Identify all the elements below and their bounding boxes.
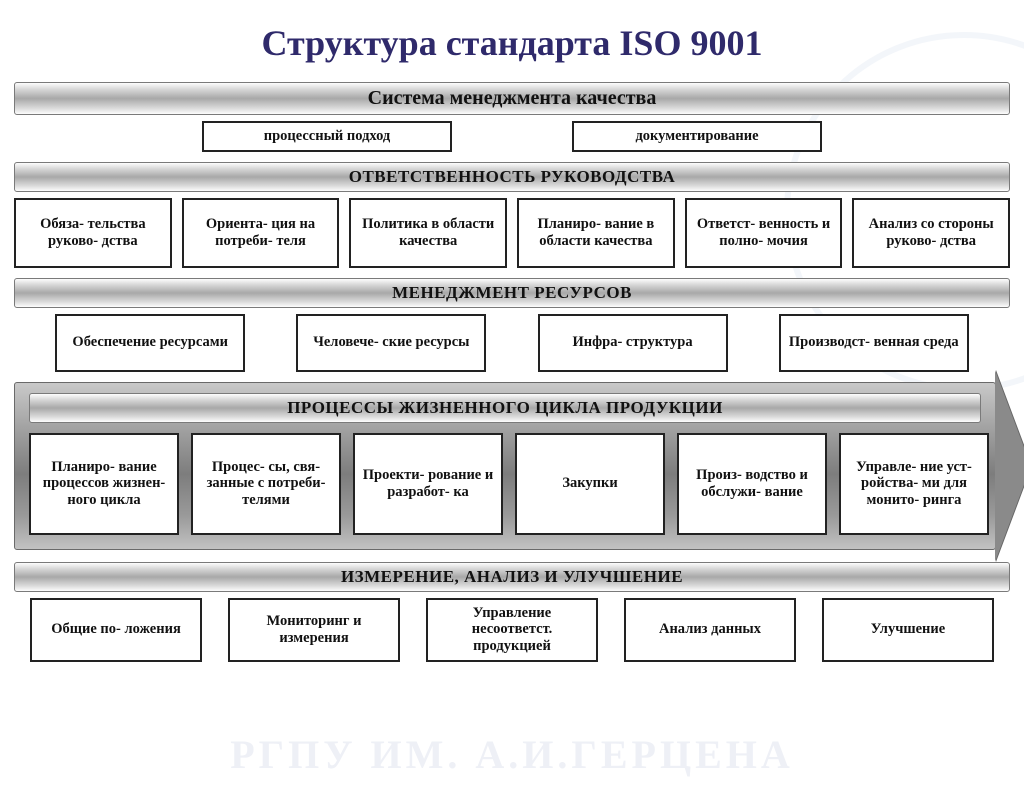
- section4-arrow-block: ПРОЦЕССЫ ЖИЗНЕННОГО ЦИКЛА ПРОДУКЦИИ План…: [14, 382, 996, 550]
- section3-item-2: Инфра- структура: [538, 314, 728, 372]
- section5-item-3: Анализ данных: [624, 598, 796, 662]
- section2-header: ОТВЕТСТВЕННОСТЬ РУКОВОДСТВА: [14, 162, 1010, 192]
- section4-item-5: Управле- ние уст- ройства- ми для монито…: [839, 433, 989, 535]
- section3-item-1: Человече- ские ресурсы: [296, 314, 486, 372]
- section4-item-2: Проекти- рование и разработ- ка: [353, 433, 503, 535]
- diagram-root: Система менеджмента качества процессный …: [0, 82, 1024, 662]
- section5-item-4: Улучшение: [822, 598, 994, 662]
- section5-row: Общие по- ложения Мониторинг и измерения…: [14, 598, 1010, 662]
- section2-item-1: Ориента- ция на потреби- теля: [182, 198, 340, 268]
- section2-item-5: Анализ со стороны руково- дства: [852, 198, 1010, 268]
- section1-row: процессный подход документирование: [14, 121, 1010, 152]
- page-title: Структура стандарта ISO 9001: [0, 22, 1024, 64]
- section4-item-0: Планиро- вание процессов жизнен- ного ци…: [29, 433, 179, 535]
- section3-row: Обеспечение ресурсами Человече- ские рес…: [14, 314, 1010, 372]
- section4-item-1: Процес- сы, свя- занные с потреби- телям…: [191, 433, 341, 535]
- section5-item-1: Мониторинг и измерения: [228, 598, 400, 662]
- section3-item-0: Обеспечение ресурсами: [55, 314, 245, 372]
- section3-item-3: Производст- венная среда: [779, 314, 969, 372]
- section4-row: Планиро- вание процессов жизнен- ного ци…: [29, 433, 981, 535]
- section5-item-2: Управление несоответст. продукцией: [426, 598, 598, 662]
- section2-item-0: Обяза- тельства руково- дства: [14, 198, 172, 268]
- section1-header: Система менеджмента качества: [14, 82, 1010, 115]
- section4-item-4: Произ- водство и обслужи- вание: [677, 433, 827, 535]
- section2-item-2: Политика в области качества: [349, 198, 507, 268]
- section3-header: МЕНЕДЖМЕНТ РЕСУРСОВ: [14, 278, 1010, 308]
- section5-header: ИЗМЕРЕНИЕ, АНАЛИЗ И УЛУЧШЕНИЕ: [14, 562, 1010, 592]
- section4-item-3: Закупки: [515, 433, 665, 535]
- section1-item-0: процессный подход: [202, 121, 452, 152]
- arrow-head-icon: [995, 370, 1024, 562]
- section2-row: Обяза- тельства руково- дства Ориента- ц…: [14, 198, 1010, 268]
- section5-item-0: Общие по- ложения: [30, 598, 202, 662]
- section2-item-3: Планиро- вание в области качества: [517, 198, 675, 268]
- section4-header: ПРОЦЕССЫ ЖИЗНЕННОГО ЦИКЛА ПРОДУКЦИИ: [29, 393, 981, 423]
- section2-item-4: Ответст- венность и полно- мочия: [685, 198, 843, 268]
- section1-item-1: документирование: [572, 121, 822, 152]
- watermark-text: РГПУ ИМ. А.И.ГЕРЦЕНА: [0, 731, 1024, 778]
